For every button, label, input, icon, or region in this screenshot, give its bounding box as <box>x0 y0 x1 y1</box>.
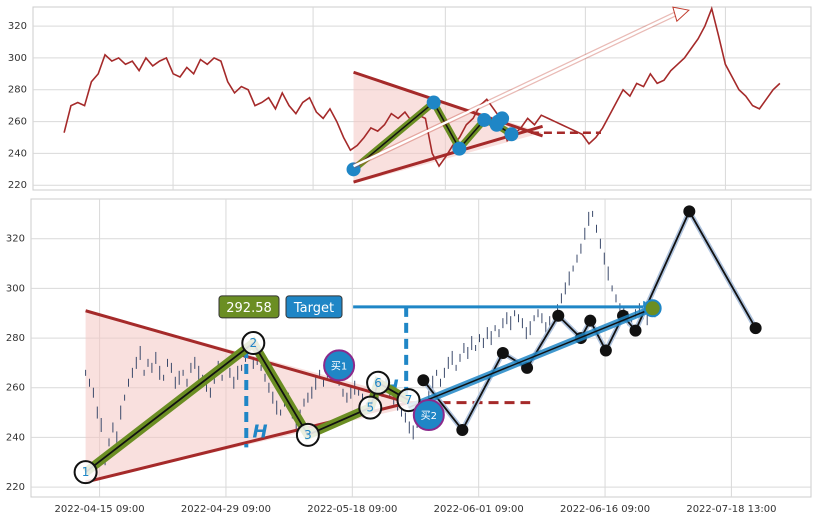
y-tick-label: 300 <box>6 283 25 294</box>
y-tick-label: 320 <box>6 234 25 245</box>
target-text: Target <box>293 301 334 316</box>
x-tick-label: 2022-06-16 09:00 <box>560 504 650 515</box>
path-pivot <box>521 361 534 374</box>
buy-signal <box>323 349 356 382</box>
pivot-point <box>504 127 519 142</box>
pivot-point <box>452 141 467 156</box>
path-pivot <box>584 314 597 327</box>
projection-arrow-head <box>672 6 690 23</box>
buy-signal <box>412 399 445 432</box>
path-pivot <box>552 309 565 322</box>
pattern-point <box>241 331 266 356</box>
path-pivot <box>599 344 612 357</box>
x-tick-label: 2022-04-29 09:00 <box>181 504 271 515</box>
pattern-point <box>295 422 320 447</box>
pattern-point-label: 5 <box>366 401 374 415</box>
path-pivot <box>749 322 762 335</box>
pattern-point-label: 6 <box>374 376 382 390</box>
path-pivot <box>417 374 430 387</box>
pivot-point <box>495 111 510 126</box>
price-line <box>63 5 781 168</box>
pattern-point-label: 1 <box>82 465 90 479</box>
y-tick-label: 240 <box>6 432 25 443</box>
overview-panel: 220 240 260 280 300 320 <box>8 5 812 191</box>
target-value-text: 292.58 <box>226 301 272 316</box>
y-tick-label: 260 <box>6 383 25 394</box>
target-badge <box>285 295 343 319</box>
x-tick-label: 2022-04-15 09:00 <box>55 504 145 515</box>
pattern-point <box>358 395 383 420</box>
x-tick-label: 2022-06-01 09:00 <box>434 504 524 515</box>
target-hit-point <box>643 299 662 318</box>
path-pivot <box>496 346 509 359</box>
height-label: H <box>253 421 268 442</box>
y-tick-label: 300 <box>8 53 27 64</box>
path-pivot <box>629 324 642 337</box>
x-tick-label: 2022-07-18 13:00 <box>686 504 776 515</box>
path-pivot <box>456 423 469 436</box>
y-tick-label: 280 <box>8 85 27 96</box>
pattern-point <box>396 388 421 413</box>
path-pivot <box>683 205 696 218</box>
pattern-point-label: 2 <box>249 336 257 350</box>
projection-arrow-core <box>353 13 676 168</box>
x-tick-label: 2022-05-18 09:00 <box>307 504 397 515</box>
target-value-badge <box>218 295 280 319</box>
y-tick-label: 280 <box>6 333 25 344</box>
pivot-point <box>426 95 441 110</box>
pivot-point <box>477 112 492 127</box>
y-tick-label: 320 <box>8 21 27 32</box>
pattern-point <box>366 370 391 395</box>
y-tick-label: 220 <box>6 482 25 493</box>
y-tick-label: 240 <box>8 148 27 159</box>
pattern-point-label: 7 <box>405 393 413 407</box>
trend-line-core <box>408 307 653 409</box>
buy-signal-label: 买1 <box>331 360 347 372</box>
pattern-point <box>73 460 98 485</box>
y-tick-label: 220 <box>8 180 27 191</box>
upper-boundary <box>353 70 544 138</box>
y-tick-label: 260 <box>8 117 27 128</box>
pattern-point-label: 3 <box>304 428 312 442</box>
buy-signal-label: 买2 <box>421 410 437 422</box>
detail-panel: 2022-04-15 09:00 2022-04-29 09:00 2022-05-… <box>6 198 812 515</box>
